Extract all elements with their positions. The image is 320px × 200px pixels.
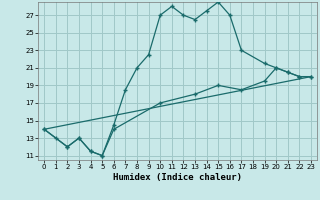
X-axis label: Humidex (Indice chaleur): Humidex (Indice chaleur) bbox=[113, 173, 242, 182]
